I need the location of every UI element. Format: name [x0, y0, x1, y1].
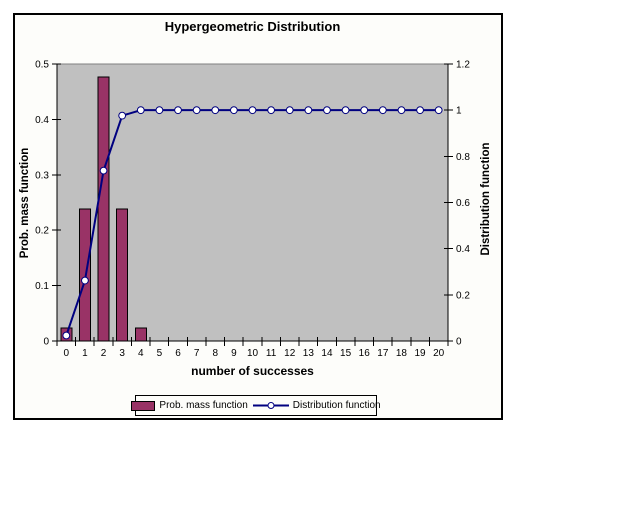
y-left-tick-label: 0.3	[35, 170, 49, 181]
x-tick-label-8: 8	[212, 348, 218, 359]
legend-item-cdf: Distribution function	[252, 400, 381, 411]
x-tick-label-11: 11	[266, 348, 277, 359]
cdf-marker-20	[434, 106, 443, 115]
cdf-marker-16	[360, 106, 369, 115]
x-tick-label-16: 16	[359, 348, 371, 359]
legend: Prob. mass function Distribution functio…	[131, 395, 381, 416]
chart-frame: Hypergeometric Distribution 0 0.1 0.2 0.3 0.…	[13, 13, 503, 420]
x-tick-label-2: 2	[101, 348, 107, 359]
y-axis-right-title: Distribution function	[480, 142, 492, 256]
y-left-tick-label: 0.1	[35, 281, 49, 292]
y-right-tick-label: 1	[456, 106, 462, 117]
chart-title: Hypergeometric Distribution	[164, 19, 341, 34]
legend-item-pmf: Prob. mass function	[131, 400, 248, 411]
cdf-marker-5	[155, 106, 164, 115]
pmf-bar-3	[116, 208, 129, 342]
y-right-tick-label: 0.6	[456, 198, 470, 209]
x-tick-label-3: 3	[119, 348, 125, 359]
cdf-marker-15	[341, 106, 350, 115]
cdf-marker-11	[267, 106, 276, 115]
x-tick-label-18: 18	[396, 348, 408, 359]
cdf-marker-4	[136, 106, 145, 115]
y-right-tick-label: 0.4	[456, 244, 470, 255]
x-tick-label-20: 20	[433, 348, 445, 359]
cdf-marker-18	[397, 106, 406, 115]
legend-label-pmf: Prob. mass function	[159, 400, 248, 411]
y-axis-left-title: Prob. mass function	[19, 147, 31, 259]
cdf-marker-19	[416, 106, 424, 115]
plot-background	[56, 63, 449, 342]
plot-area: 00.10.20.30.40.500.20.40.60.811.20 1 2 3 4 5 6…	[35, 60, 470, 360]
y-right-tick-label: 1.2	[456, 60, 470, 71]
x-tick-label-7: 7	[194, 348, 200, 359]
x-tick-label-15: 15	[340, 348, 352, 359]
cdf-marker-10	[248, 106, 257, 115]
cdf-marker-7	[192, 106, 201, 115]
pmf-bar-4	[134, 327, 147, 342]
cdf-marker-1	[81, 276, 89, 285]
y-left-tick-label: 0	[43, 337, 49, 348]
legend-label-cdf: Distribution function	[292, 400, 381, 411]
y-left-tick-label: 0.5	[35, 60, 49, 71]
cdf-marker-6	[174, 106, 182, 115]
x-tick-label-14: 14	[321, 348, 333, 359]
cdf-marker-0	[62, 331, 71, 340]
y-left-tick-label: 0.4	[35, 115, 49, 126]
y-left-tick-label: 0.2	[35, 226, 49, 237]
x-tick-label-0: 0	[64, 348, 70, 359]
cdf-marker-13	[304, 106, 313, 115]
x-tick-label-17: 17	[377, 348, 389, 359]
cdf-line-marker-icon	[252, 402, 289, 409]
x-tick-label-1: 1	[82, 348, 88, 359]
cdf-marker-14	[323, 106, 331, 115]
x-tick-label-19: 19	[415, 348, 427, 359]
cdf-marker-8	[211, 106, 220, 115]
y-right-tick-label: 0.8	[456, 152, 470, 163]
x-tick-label-10: 10	[247, 348, 259, 359]
cdf-marker-12	[285, 106, 294, 115]
cdf-marker-17	[378, 106, 387, 115]
x-tick-label-12: 12	[284, 348, 296, 359]
x-tick-label-13: 13	[303, 348, 315, 359]
cdf-marker-9	[229, 106, 238, 115]
pmf-swatch-icon	[131, 400, 156, 411]
x-axis-title: number of successes	[191, 364, 314, 378]
cdf-marker-2	[99, 166, 108, 175]
x-tick-label-4: 4	[138, 348, 144, 359]
x-tick-label-5: 5	[157, 348, 163, 359]
x-tick-label-6: 6	[175, 348, 181, 359]
y-right-tick-label: 0	[456, 337, 462, 348]
x-tick-label-9: 9	[231, 348, 237, 359]
y-right-tick-label: 0.2	[456, 290, 470, 301]
cdf-marker-3	[118, 111, 127, 120]
pmf-bar-2	[97, 76, 110, 342]
